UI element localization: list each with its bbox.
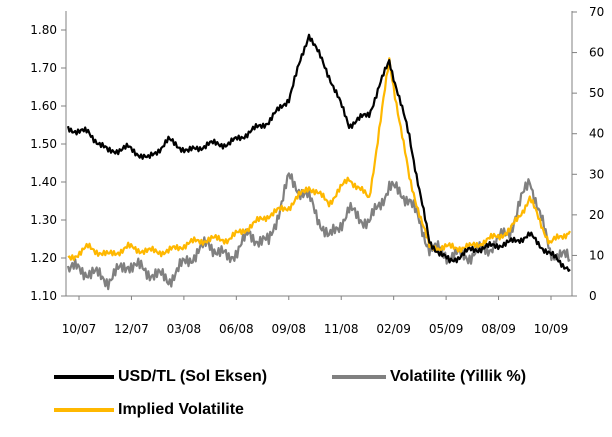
series-line-1 xyxy=(66,172,571,291)
legend-label-volatilite: Volatilite (Yillik %) xyxy=(390,368,527,385)
tick-label-left: 1.60 xyxy=(30,99,57,113)
tick-label-left: 1.40 xyxy=(30,175,57,189)
tick-label-left: 1.10 xyxy=(30,289,57,303)
tick-label-left: 1.50 xyxy=(30,137,57,151)
series-layer xyxy=(66,33,571,291)
tick-label-bottom: 02/09 xyxy=(376,322,411,336)
tick-label-right: 40 xyxy=(589,127,604,141)
tick-label-right: 60 xyxy=(589,46,604,60)
tick-label-bottom: 12/07 xyxy=(114,322,149,336)
legend-swatch-implied xyxy=(54,408,114,412)
tick-label-bottom: 08/09 xyxy=(481,322,516,336)
legend-label-usdtl: USD/TL (Sol Eksen) xyxy=(118,368,268,385)
tick-label-bottom: 11/08 xyxy=(324,322,359,336)
tick-label-right: 30 xyxy=(589,167,604,181)
tick-label-left: 1.30 xyxy=(30,213,57,227)
tick-label-left: 1.80 xyxy=(30,23,57,37)
series-line-0 xyxy=(66,33,571,272)
legend-item-volatilite: Volatilite (Yillik %) xyxy=(332,368,526,386)
tick-label-right: 70 xyxy=(589,5,604,19)
tick-label-bottom: 05/09 xyxy=(429,322,464,336)
tick-label-right: 10 xyxy=(589,248,604,262)
tick-label-right: 50 xyxy=(589,86,604,100)
tick-label-bottom: 06/08 xyxy=(219,322,254,336)
tick-label-right: 0 xyxy=(589,289,597,303)
legend-swatch-volatilite xyxy=(332,375,386,379)
tick-label-bottom: 10/07 xyxy=(62,322,97,336)
axes-layer: 1.10 1.20 1.30 1.40 1.50 1.60 1.70 1.80 0 10 20 30 4… xyxy=(30,5,604,336)
legend-item-usdtl: USD/TL (Sol Eksen) xyxy=(54,368,267,386)
tick-label-bottom: 03/08 xyxy=(167,322,202,336)
legend-swatch-usdtl xyxy=(54,375,114,379)
tick-label-right: 20 xyxy=(589,208,604,222)
tick-label-bottom: 09/08 xyxy=(271,322,306,336)
series-line-2 xyxy=(67,57,571,261)
tick-label-left: 1.70 xyxy=(30,61,57,75)
legend-item-implied: Implied Volatilite xyxy=(54,401,244,419)
tick-label-bottom: 10/09 xyxy=(534,322,569,336)
legend-label-implied: Implied Volatilite xyxy=(118,401,244,418)
tick-label-left: 1.20 xyxy=(30,251,57,265)
